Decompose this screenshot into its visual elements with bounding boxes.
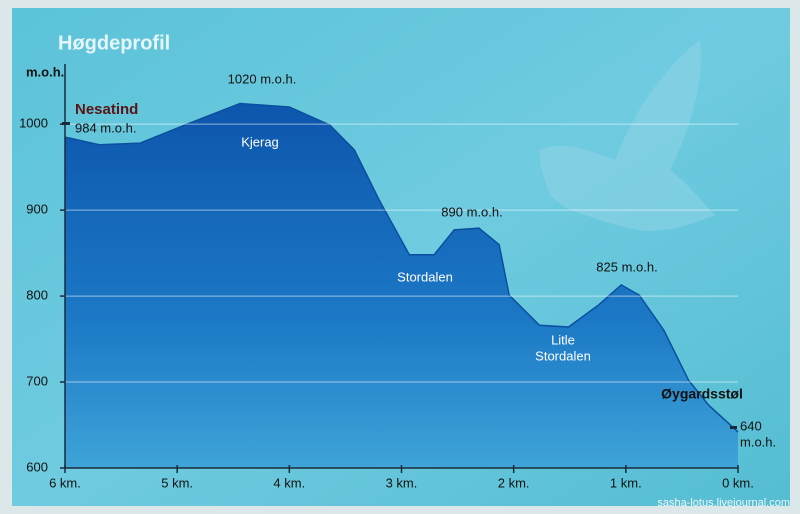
x-tick-label: 6 km.	[49, 475, 81, 490]
annotation: Nesatind	[75, 101, 138, 118]
watermark: sasha-lotus.livejournal.com	[657, 497, 790, 509]
x-tick-label: 0 km.	[722, 475, 754, 490]
annotation: 984 m.o.h.	[75, 120, 136, 135]
x-tick-label: 3 km.	[386, 475, 418, 490]
y-tick-label: 700	[26, 373, 48, 388]
chart-title: Høgdeprofil	[58, 32, 170, 54]
marker	[62, 122, 70, 125]
marker	[730, 426, 737, 429]
annotation: Øygardsstøl	[661, 386, 743, 402]
y-tick-label: 1000	[19, 116, 48, 131]
annotation: 640	[740, 418, 762, 433]
y-tick-label: 600	[26, 459, 48, 474]
annotation: Stordalen	[535, 348, 591, 363]
annotation: Stordalen	[397, 269, 453, 284]
y-tick-label: 800	[26, 288, 48, 303]
annotation: Litle	[551, 332, 575, 347]
y-tick-label: 900	[26, 202, 48, 217]
annotation: 890 m.o.h.	[441, 204, 502, 219]
x-tick-label: 2 km.	[498, 475, 530, 490]
eagle-silhouette	[539, 40, 715, 231]
x-tick-label: 5 km.	[161, 475, 193, 490]
y-axis-label: m.o.h.	[26, 64, 64, 79]
x-tick-label: 1 km.	[610, 475, 642, 490]
annotation: Kjerag	[241, 134, 279, 149]
annotation: m.o.h.	[740, 434, 776, 449]
area-fill	[65, 103, 738, 468]
x-tick-label: 4 km.	[273, 475, 305, 490]
profile-line	[64, 102, 739, 433]
annotation: 1020 m.o.h.	[228, 71, 297, 86]
annotation: 825 m.o.h.	[596, 259, 657, 274]
